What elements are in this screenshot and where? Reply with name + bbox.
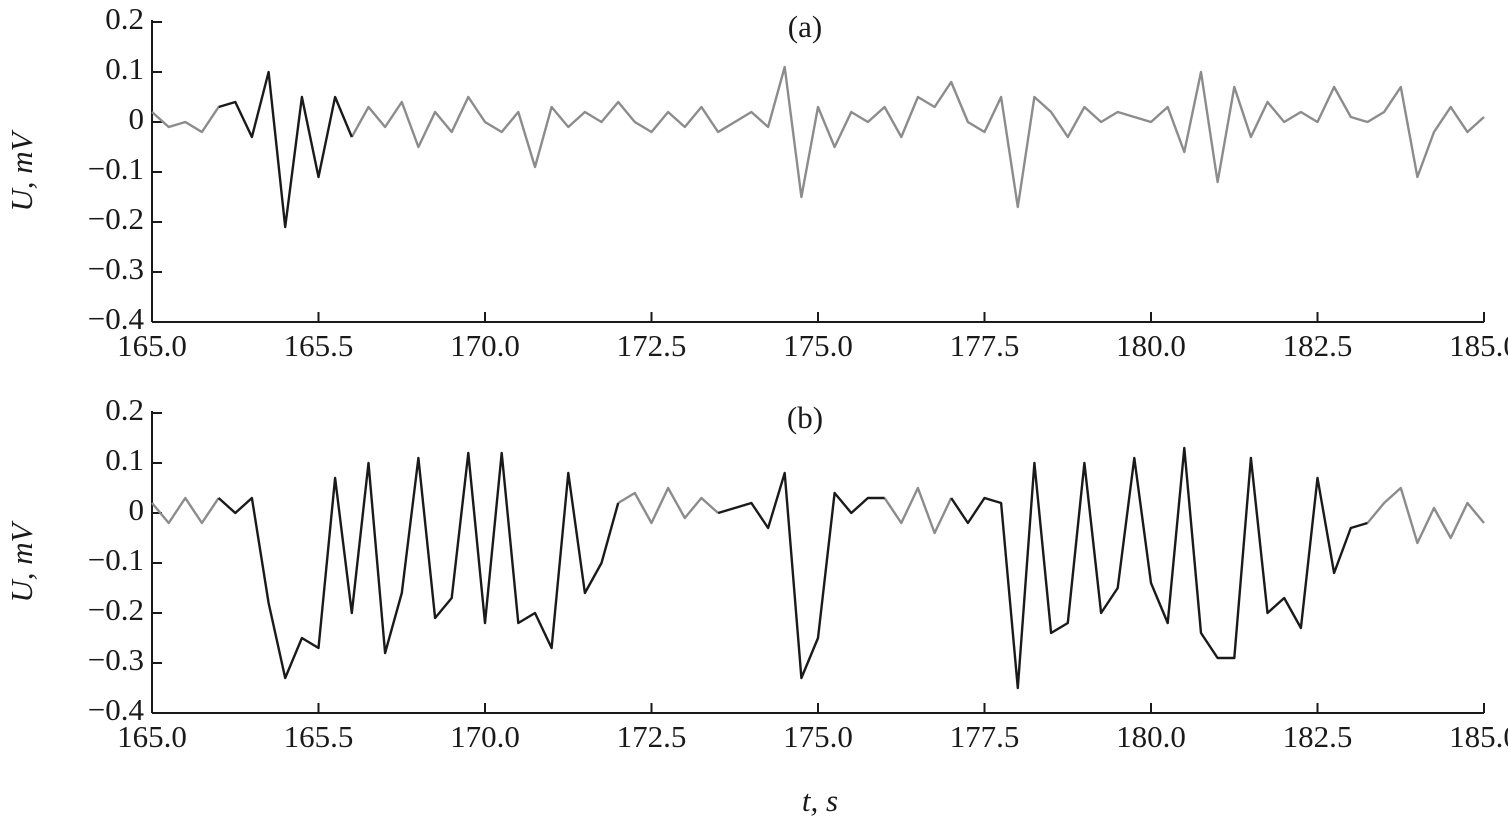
y-tick-label: −0.4 <box>88 301 145 336</box>
y-axis-label: U, mV <box>4 520 39 602</box>
x-axis-label: t, s <box>802 783 838 818</box>
x-tick-label: 172.5 <box>617 719 687 754</box>
signal-line <box>217 446 1368 690</box>
x-tick-label: 165.0 <box>117 719 187 754</box>
panel-title: (b) <box>787 400 823 435</box>
y-tick-label: 0 <box>129 492 145 527</box>
x-tick-label: 165.0 <box>117 328 187 363</box>
y-tick-label: −0.3 <box>88 642 144 677</box>
x-tick-label: 185.0 <box>1449 328 1508 363</box>
signal-line <box>218 70 353 229</box>
y-tick-label: −0.1 <box>88 151 144 186</box>
x-tick-label: 170.0 <box>450 328 520 363</box>
x-tick-label: 180.0 <box>1116 328 1186 363</box>
y-tick-label: −0.3 <box>88 251 144 286</box>
x-tick-label: 180.0 <box>1116 719 1186 754</box>
y-tick-label: 0.1 <box>105 51 144 86</box>
x-tick-label: 182.5 <box>1283 328 1353 363</box>
x-tick-label: 185.0 <box>1449 719 1508 754</box>
x-tick-label: 165.5 <box>284 328 354 363</box>
x-tick-label: 182.5 <box>1283 719 1353 754</box>
x-tick-label: 175.0 <box>783 328 853 363</box>
y-tick-label: −0.1 <box>88 542 144 577</box>
x-tick-label: 175.0 <box>783 719 853 754</box>
x-tick-label: 172.5 <box>617 328 687 363</box>
x-tick-label: 177.5 <box>950 719 1020 754</box>
y-axis-label: U, mV <box>4 129 39 211</box>
y-tick-label: −0.2 <box>88 201 144 236</box>
x-tick-label: 170.0 <box>450 719 520 754</box>
signal-line <box>151 65 1485 209</box>
x-tick-label: 177.5 <box>950 328 1020 363</box>
y-tick-label: −0.4 <box>88 692 145 727</box>
panel-title: (a) <box>788 9 822 44</box>
y-tick-label: 0 <box>129 101 145 136</box>
signal-line <box>151 486 1485 545</box>
y-tick-label: 0.1 <box>105 442 144 477</box>
y-tick-label: −0.2 <box>88 592 144 627</box>
y-tick-label: 0.2 <box>105 392 144 427</box>
y-tick-label: 0.2 <box>105 1 144 36</box>
x-tick-label: 165.5 <box>284 719 354 754</box>
